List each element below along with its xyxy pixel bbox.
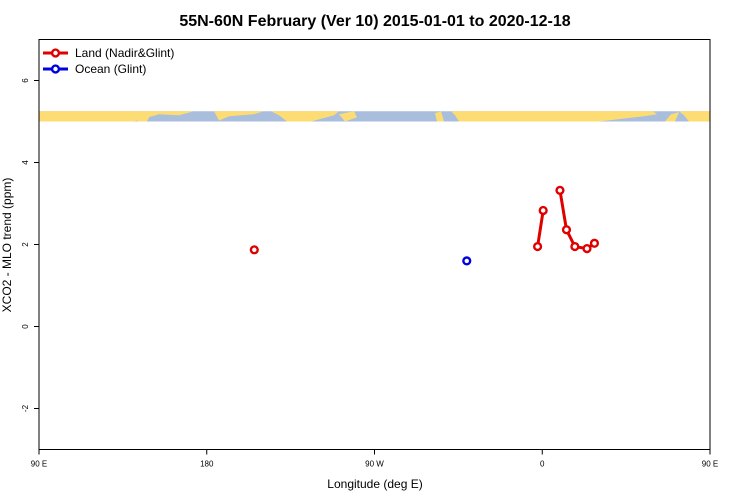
data-point <box>555 185 565 195</box>
x-axis-label: Longitude (deg E) <box>327 477 422 491</box>
y-tick-label: 4 <box>21 160 30 165</box>
band-land-asia <box>39 111 194 122</box>
legend-entry-land: Land (Nadir&Glint) <box>43 46 174 60</box>
data-point <box>462 256 472 266</box>
data-point <box>589 238 600 248</box>
x-tick-label: 0 <box>540 460 545 469</box>
y-tick-label: 2 <box>21 242 30 247</box>
band-land-kamchatka <box>137 113 151 122</box>
x-tick-label: 90 E <box>31 460 47 469</box>
data-point <box>582 244 592 254</box>
series-ocean <box>462 256 472 266</box>
legend-label: Land (Nadir&Glint) <box>75 46 174 60</box>
series-line <box>558 190 596 251</box>
data-point <box>538 205 548 216</box>
y-axis-label: XCO2 - MLO trend (ppm) <box>0 178 14 313</box>
data-point <box>532 241 543 252</box>
plot-frame <box>38 39 711 450</box>
band-land-eurasia-east <box>679 111 710 122</box>
axes: 90 E 180 90 W 0 90 E -2 0 2 4 6 <box>21 78 718 469</box>
data-point <box>570 241 580 252</box>
legend-label: Ocean (Glint) <box>75 62 146 76</box>
legend-swatch-point <box>50 48 61 58</box>
legend-swatch-point <box>50 64 61 74</box>
legend: Land (Nadir&Glint) Ocean (Glint) <box>43 46 174 76</box>
y-tick-label: 0 <box>21 324 30 329</box>
chart-title: 55N-60N February (Ver 10) 2015-01-01 to … <box>179 13 570 30</box>
data-point <box>561 225 572 235</box>
x-tick-label: 180 <box>200 460 214 469</box>
y-tick-label: -2 <box>21 404 30 412</box>
band-land-uk <box>435 111 444 122</box>
band-land-scandinavia <box>451 111 657 122</box>
series-line <box>536 210 545 247</box>
series-layer <box>249 185 600 266</box>
band-land-kamchatka-2 <box>665 112 679 122</box>
band-land-alaska <box>214 111 264 121</box>
x-tick-label: 90 E <box>702 460 718 469</box>
y-tick-label: 6 <box>21 78 30 83</box>
legend-entry-ocean: Ocean (Glint) <box>43 62 146 76</box>
band-land-labrador <box>339 111 357 122</box>
land-ocean-band <box>39 111 710 122</box>
band-ocean <box>39 111 710 122</box>
x-tick-label: 90 W <box>365 460 384 469</box>
data-point <box>249 245 259 255</box>
band-land-canada <box>271 111 339 122</box>
series-land <box>249 185 600 255</box>
